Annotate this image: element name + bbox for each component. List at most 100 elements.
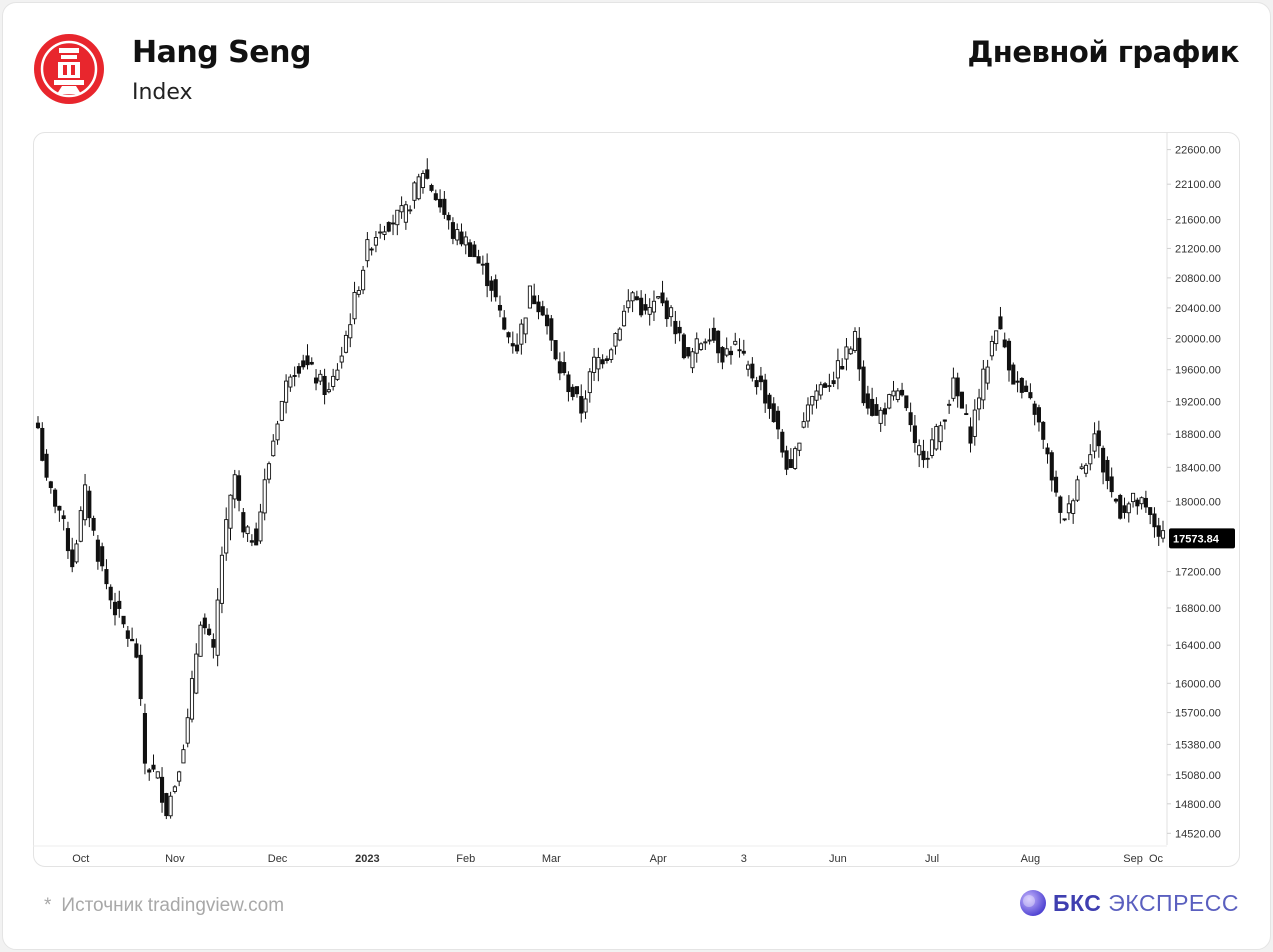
- candle: [515, 333, 520, 354]
- candlestick-chart[interactable]: 22600.00 22100.00 21600.00 21200.00 20800.00…: [33, 132, 1238, 865]
- candle: [207, 623, 212, 637]
- candle: [78, 506, 83, 543]
- source-note: * Источник tradingview.com: [44, 895, 284, 917]
- candle: [1109, 467, 1114, 498]
- candle: [972, 399, 977, 446]
- candle: [758, 366, 763, 391]
- candle: [472, 241, 477, 258]
- source-text: Источник tradingview.com: [61, 895, 285, 916]
- candle: [686, 347, 691, 359]
- candle: [673, 310, 678, 344]
- candle: [934, 423, 939, 451]
- candle: [921, 439, 926, 468]
- candle: [125, 625, 130, 647]
- x-tick-label: 3: [741, 853, 747, 865]
- candle: [1015, 371, 1020, 393]
- candle: [1011, 362, 1016, 385]
- y-tick-label: 21200.00: [1175, 243, 1221, 255]
- candle: [553, 340, 558, 361]
- candle: [343, 330, 349, 354]
- candle: [1058, 495, 1063, 524]
- candle: [805, 397, 811, 428]
- candle: [95, 535, 100, 570]
- candle: [724, 337, 729, 358]
- bks-mark-icon: [1020, 890, 1046, 916]
- candle: [797, 442, 802, 457]
- candle: [959, 391, 965, 409]
- candle: [228, 494, 233, 541]
- candle: [609, 347, 614, 363]
- y-tick-label: 21600.00: [1175, 215, 1221, 227]
- y-tick-label: 19600.00: [1175, 365, 1221, 377]
- candle: [70, 537, 75, 573]
- candle: [801, 412, 806, 429]
- candle: [1036, 404, 1042, 432]
- candle: [1131, 492, 1136, 508]
- candle: [416, 173, 421, 201]
- x-tick-label: Dec: [268, 853, 288, 865]
- candle: [309, 357, 314, 366]
- candle: [185, 708, 190, 748]
- candle: [844, 338, 849, 371]
- candle: [438, 189, 443, 213]
- candle: [857, 327, 862, 381]
- x-tick-label: Oc: [1149, 853, 1164, 865]
- candle: [818, 381, 823, 400]
- candle: [296, 363, 301, 378]
- candle: [917, 439, 922, 468]
- index-subtitle: Index: [132, 80, 193, 105]
- candle: [130, 627, 135, 642]
- candle: [476, 249, 481, 264]
- candle: [908, 402, 913, 432]
- candle: [202, 613, 207, 635]
- y-tick-label: 14800.00: [1175, 799, 1221, 811]
- candle: [271, 434, 276, 457]
- candle: [887, 393, 892, 410]
- candle: [882, 402, 888, 426]
- candle: [159, 767, 165, 813]
- y-tick-label: 16800.00: [1175, 603, 1221, 615]
- candle: [814, 384, 819, 409]
- y-tick-label: 14520.00: [1175, 828, 1221, 840]
- candle: [74, 539, 79, 564]
- candle: [1019, 377, 1024, 399]
- candle: [981, 359, 986, 410]
- hang-seng-logo: [34, 34, 104, 104]
- y-tick-label: 16400.00: [1175, 640, 1221, 652]
- candle: [1113, 497, 1118, 504]
- candle: [831, 371, 836, 388]
- candle: [164, 792, 169, 820]
- candle: [613, 332, 618, 355]
- x-tick-label: Jun: [829, 853, 847, 865]
- candle: [544, 308, 550, 335]
- x-tick-label: Mar: [542, 853, 561, 865]
- candle: [557, 352, 562, 381]
- candle: [694, 332, 699, 363]
- candle: [485, 253, 490, 298]
- candle: [65, 521, 70, 559]
- candle: [395, 209, 400, 236]
- y-tick-label: 18400.00: [1175, 462, 1221, 474]
- source-asterisk: *: [44, 895, 52, 916]
- candle: [536, 295, 541, 320]
- candle: [870, 387, 875, 417]
- candle: [835, 348, 840, 390]
- candle: [1160, 520, 1166, 543]
- candle: [964, 404, 969, 416]
- candle: [1088, 444, 1093, 471]
- candle: [215, 588, 220, 667]
- candle: [467, 239, 473, 257]
- candle: [951, 367, 956, 402]
- candle: [506, 331, 511, 344]
- candle: [420, 170, 426, 194]
- x-tick-label: Aug: [1021, 853, 1041, 865]
- y-tick-label: 19200.00: [1175, 397, 1221, 409]
- candle: [1083, 462, 1089, 478]
- candle: [450, 217, 455, 245]
- candle: [570, 384, 575, 401]
- y-tick-label: 20800.00: [1175, 273, 1221, 285]
- candle: [318, 369, 323, 386]
- candle: [651, 290, 657, 322]
- candle: [912, 415, 917, 453]
- candle: [284, 374, 289, 414]
